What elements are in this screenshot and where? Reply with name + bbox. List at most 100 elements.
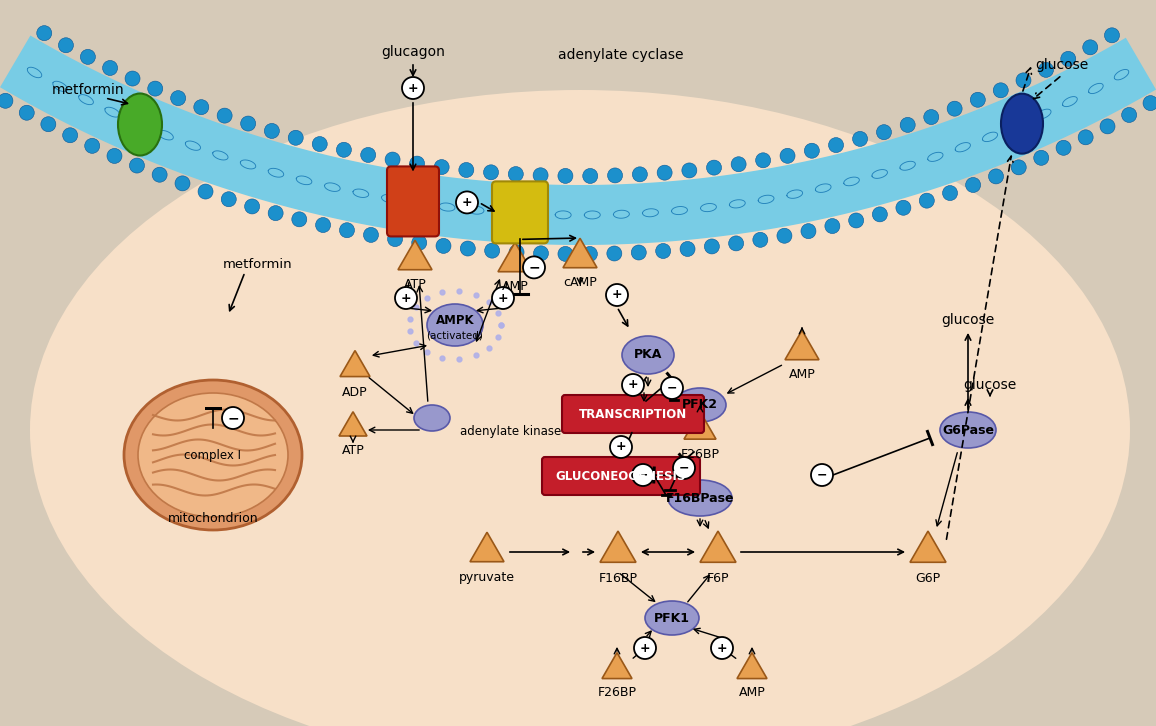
Text: AMP: AMP: [788, 367, 815, 380]
Text: ATP: ATP: [403, 277, 427, 290]
Circle shape: [533, 168, 548, 183]
Circle shape: [632, 167, 647, 182]
Circle shape: [873, 207, 888, 222]
Text: −: −: [228, 411, 239, 425]
Text: GLUCONEOGENESIS: GLUCONEOGENESIS: [556, 470, 687, 483]
Circle shape: [780, 148, 795, 163]
Circle shape: [753, 232, 768, 248]
Circle shape: [129, 158, 144, 173]
Text: pyruvate: pyruvate: [459, 571, 516, 584]
Circle shape: [947, 101, 962, 116]
Circle shape: [706, 160, 721, 175]
Circle shape: [20, 105, 35, 121]
Circle shape: [81, 49, 96, 65]
Circle shape: [217, 108, 232, 123]
Ellipse shape: [124, 380, 302, 530]
Circle shape: [288, 130, 303, 145]
Circle shape: [633, 637, 655, 659]
Circle shape: [805, 143, 820, 158]
Text: mitochondrion: mitochondrion: [168, 512, 258, 524]
Polygon shape: [470, 532, 504, 562]
Text: G6P: G6P: [916, 571, 941, 584]
Polygon shape: [398, 240, 432, 270]
Circle shape: [896, 200, 911, 216]
Polygon shape: [498, 242, 532, 272]
Circle shape: [387, 232, 402, 247]
Text: PFK2: PFK2: [682, 399, 718, 412]
Circle shape: [198, 184, 213, 199]
Circle shape: [1057, 140, 1072, 155]
Circle shape: [153, 167, 168, 182]
Text: PKA: PKA: [633, 348, 662, 362]
Text: glucose: glucose: [963, 378, 1016, 392]
Polygon shape: [910, 531, 946, 563]
Circle shape: [655, 243, 670, 258]
Circle shape: [1104, 28, 1119, 43]
Text: −: −: [817, 468, 828, 481]
Circle shape: [291, 212, 306, 227]
Text: AMP: AMP: [502, 280, 528, 293]
Text: (activated): (activated): [427, 330, 483, 340]
Text: +: +: [498, 292, 509, 304]
Ellipse shape: [674, 388, 726, 422]
Circle shape: [84, 139, 99, 153]
Text: +: +: [461, 196, 473, 209]
Text: glucagon: glucagon: [381, 45, 445, 59]
Circle shape: [62, 128, 77, 143]
Circle shape: [673, 457, 695, 479]
Circle shape: [125, 71, 140, 86]
Circle shape: [849, 213, 864, 228]
Text: F16BPase: F16BPase: [666, 492, 734, 505]
Circle shape: [523, 256, 544, 278]
Circle shape: [777, 228, 792, 243]
Text: G6Pase: G6Pase: [942, 423, 994, 436]
Text: complex I: complex I: [185, 449, 242, 462]
Circle shape: [509, 166, 524, 182]
Circle shape: [268, 205, 283, 221]
Polygon shape: [340, 351, 370, 377]
Circle shape: [221, 192, 236, 207]
Ellipse shape: [645, 601, 699, 635]
Circle shape: [1061, 52, 1076, 66]
Text: AMPK: AMPK: [436, 314, 474, 327]
Circle shape: [1038, 62, 1053, 78]
Circle shape: [385, 152, 400, 167]
Polygon shape: [600, 531, 636, 563]
Text: −: −: [638, 468, 649, 481]
Circle shape: [509, 245, 524, 260]
Circle shape: [924, 110, 939, 125]
Polygon shape: [0, 36, 1156, 245]
Circle shape: [558, 246, 573, 261]
Circle shape: [632, 464, 654, 486]
Text: F26BP: F26BP: [681, 447, 719, 460]
Text: −: −: [528, 261, 540, 274]
Ellipse shape: [427, 304, 483, 346]
Circle shape: [829, 138, 844, 152]
Circle shape: [876, 125, 891, 139]
Circle shape: [1101, 119, 1116, 134]
Circle shape: [363, 227, 378, 242]
Circle shape: [265, 123, 280, 139]
Text: ADP: ADP: [342, 386, 368, 399]
Text: +: +: [717, 642, 727, 655]
Polygon shape: [684, 412, 716, 439]
Circle shape: [1012, 160, 1027, 175]
Circle shape: [731, 157, 746, 172]
Circle shape: [460, 241, 475, 256]
Circle shape: [340, 223, 355, 237]
Text: F26BP: F26BP: [598, 685, 637, 698]
Circle shape: [492, 287, 514, 309]
Circle shape: [409, 156, 424, 171]
Circle shape: [657, 166, 672, 180]
Circle shape: [610, 436, 632, 458]
Ellipse shape: [622, 336, 674, 374]
Circle shape: [1143, 96, 1156, 110]
Circle shape: [965, 177, 980, 192]
Circle shape: [608, 168, 623, 183]
Circle shape: [455, 192, 477, 213]
Ellipse shape: [414, 405, 450, 431]
Polygon shape: [602, 653, 632, 679]
Ellipse shape: [1001, 94, 1043, 154]
Circle shape: [59, 38, 74, 53]
Circle shape: [175, 176, 190, 191]
